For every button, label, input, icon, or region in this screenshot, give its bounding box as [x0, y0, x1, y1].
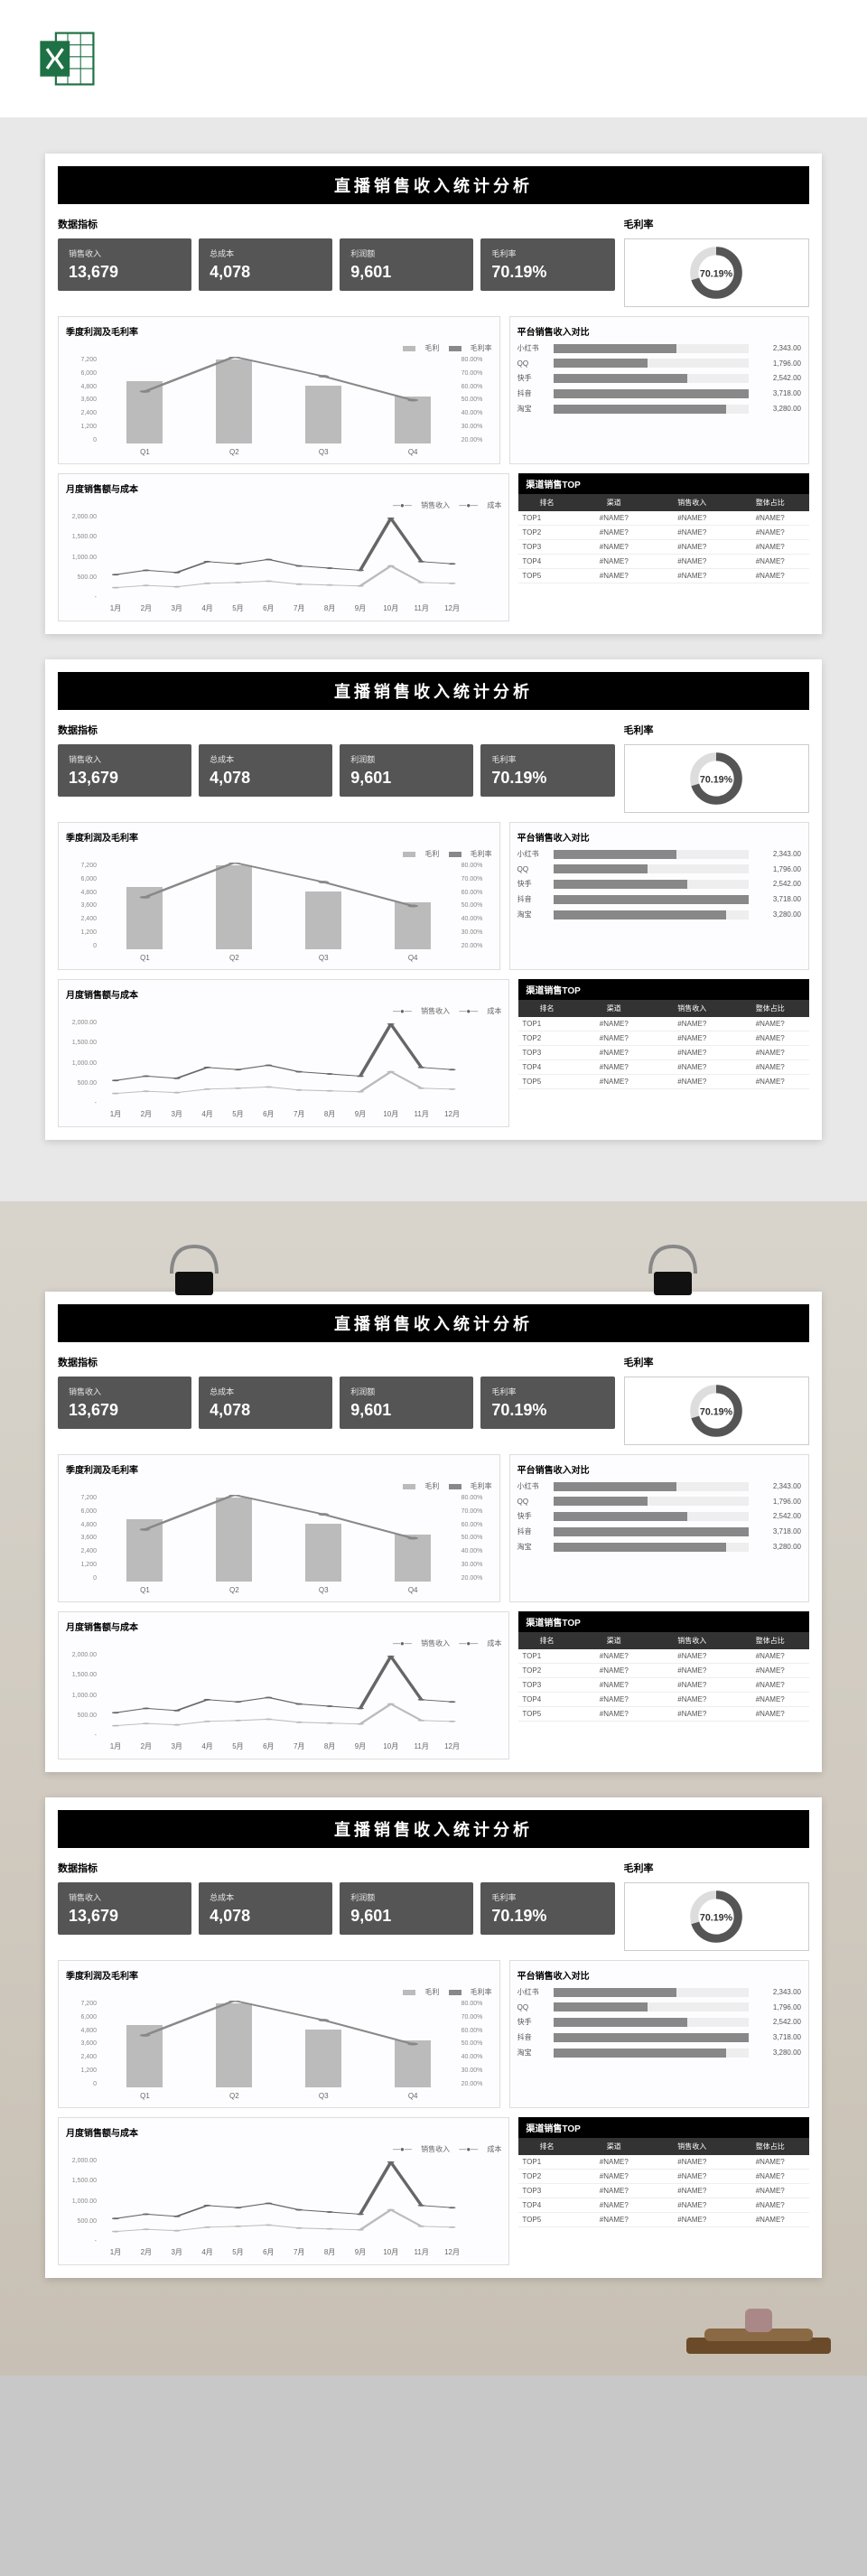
monthly-chart: 2,000.001,500.001,000.00500.00- 1月2月3月4月… — [66, 1020, 501, 1119]
hero-header — [0, 0, 867, 117]
combo-chart-panel: 季度利润及毛利率 毛利 毛利率 7,2006,0004,8003,6002,40… — [58, 1960, 500, 2108]
kpi-card: 利润额9,601 — [340, 744, 473, 797]
combo-legend: 毛利 毛利率 — [66, 343, 492, 353]
channel-panel: 渠道销售TOP 排名渠道销售收入整体占比 TOP1#NAME?#NAME?#NA… — [518, 2117, 809, 2265]
combo-legend: 毛利 毛利率 — [66, 1987, 492, 1997]
monthly-legend: —●— 销售收入 —●— 成本 — [66, 2144, 501, 2154]
binder-clip-icon — [163, 1237, 226, 1319]
kpi-card: 毛利率70.19% — [480, 744, 614, 797]
kpi-card: 销售收入13,679 — [58, 744, 191, 797]
kpi-cards: 销售收入13,679 总成本4,078 利润额9,601 毛利率70.19% — [58, 1882, 615, 1935]
dashboard-title: 直播销售收入统计分析 — [58, 1810, 809, 1848]
monthly-panel: 月度销售额与成本 —●— 销售收入 —●— 成本 2,000.001,500.0… — [58, 473, 509, 621]
monthly-chart: 2,000.001,500.001,000.00500.00- 1月2月3月4月… — [66, 514, 501, 613]
kpi-section-label: 数据指标 — [58, 213, 615, 235]
svg-text:70.19%: 70.19% — [700, 1913, 733, 1924]
channel-table: 排名渠道销售收入整体占比 TOP1#NAME?#NAME?#NAME?TOP2#… — [518, 1632, 809, 1722]
monthly-panel: 月度销售额与成本 —●— 销售收入 —●— 成本 2,000.001,500.0… — [58, 2117, 509, 2265]
gauge-chart: 70.19% — [624, 744, 810, 813]
dashboard-sheet: 直播销售收入统计分析 数据指标 销售收入13,679 总成本4,078 利润额9… — [45, 1797, 822, 2278]
dashboard-sheet: 直播销售收入统计分析 数据指标 销售收入13,679 总成本4,078 利润额9… — [45, 1292, 822, 1772]
combo-legend: 毛利 毛利率 — [66, 1481, 492, 1491]
kpi-card: 利润额9,601 — [340, 238, 473, 291]
gauge-chart: 70.19% — [624, 1882, 810, 1951]
kpi-card: 毛利率70.19% — [480, 238, 614, 291]
combo-chart: 7,2006,0004,8003,6002,4001,2000 80.00%70… — [66, 863, 492, 962]
platform-panel: 平台销售收入对比 小红书2,343.00QQ1,796.00快手2,542.00… — [509, 1454, 809, 1602]
channel-table: 排名渠道销售收入整体占比 TOP1#NAME?#NAME?#NAME?TOP2#… — [518, 2138, 809, 2227]
kpi-section-label: 数据指标 — [58, 1857, 615, 1879]
preview-zone-mockup: 直播销售收入统计分析 数据指标 销售收入13,679 总成本4,078 利润额9… — [0, 1201, 867, 2375]
kpi-card: 总成本4,078 — [199, 1882, 332, 1935]
combo-chart: 7,2006,0004,8003,6002,4001,2000 80.00%70… — [66, 2001, 492, 2100]
platform-panel: 平台销售收入对比 小红书2,343.00QQ1,796.00快手2,542.00… — [509, 822, 809, 970]
dashboard-title: 直播销售收入统计分析 — [58, 166, 809, 204]
gauge-chart: 70.19% — [624, 238, 810, 307]
kpi-card: 毛利率70.19% — [480, 1882, 614, 1935]
kpi-card: 利润额9,601 — [340, 1882, 473, 1935]
kpi-card: 总成本4,078 — [199, 1377, 332, 1429]
kpi-card: 利润额9,601 — [340, 1377, 473, 1429]
dashboard-title: 直播销售收入统计分析 — [58, 672, 809, 710]
combo-legend: 毛利 毛利率 — [66, 849, 492, 859]
preview-zone-flat: 直播销售收入统计分析 数据指标 销售收入13,679 总成本4,078 利润额9… — [0, 117, 867, 1201]
combo-chart-panel: 季度利润及毛利率 毛利 毛利率 7,2006,0004,8003,6002,40… — [58, 1454, 500, 1602]
platform-panel: 平台销售收入对比 小红书2,343.00QQ1,796.00快手2,542.00… — [509, 1960, 809, 2108]
channel-table: 排名渠道销售收入整体占比 TOP1#NAME?#NAME?#NAME?TOP2#… — [518, 494, 809, 583]
kpi-card: 销售收入13,679 — [58, 238, 191, 291]
kpi-cards: 销售收入13,679 总成本4,078 利润额9,601 毛利率70.19% — [58, 744, 615, 797]
monthly-legend: —●— 销售收入 —●— 成本 — [66, 500, 501, 510]
kpi-card: 总成本4,078 — [199, 744, 332, 797]
binder-clip-icon — [641, 1237, 704, 1319]
channel-table: 排名渠道销售收入整体占比 TOP1#NAME?#NAME?#NAME?TOP2#… — [518, 1000, 809, 1089]
rubber-stamp-icon — [686, 2303, 831, 2357]
svg-text:70.19%: 70.19% — [700, 775, 733, 786]
gauge-chart: 70.19% — [624, 1377, 810, 1445]
monthly-chart: 2,000.001,500.001,000.00500.00- 1月2月3月4月… — [66, 2158, 501, 2257]
svg-text:70.19%: 70.19% — [700, 1407, 733, 1418]
channel-panel: 渠道销售TOP 排名渠道销售收入整体占比 TOP1#NAME?#NAME?#NA… — [518, 979, 809, 1127]
monthly-legend: —●— 销售收入 —●— 成本 — [66, 1638, 501, 1648]
kpi-card: 销售收入13,679 — [58, 1882, 191, 1935]
combo-chart: 7,2006,0004,8003,6002,4001,2000 80.00%70… — [66, 1495, 492, 1594]
kpi-cards: 销售收入13,679 总成本4,078 利润额9,601 毛利率70.19% — [58, 1377, 615, 1429]
gauge-label: 毛利率 — [624, 1857, 810, 1879]
channel-panel: 渠道销售TOP 排名渠道销售收入整体占比 TOP1#NAME?#NAME?#NA… — [518, 473, 809, 621]
monthly-panel: 月度销售额与成本 —●— 销售收入 —●— 成本 2,000.001,500.0… — [58, 979, 509, 1127]
platform-panel: 平台销售收入对比 小红书2,343.00QQ1,796.00快手2,542.00… — [509, 316, 809, 464]
combo-chart: 7,2006,0004,8003,6002,4001,2000 80.00%70… — [66, 357, 492, 456]
combo-chart-panel: 季度利润及毛利率 毛利 毛利率 7,2006,0004,8003,6002,40… — [58, 822, 500, 970]
gauge-label: 毛利率 — [624, 1351, 810, 1373]
kpi-cards: 销售收入13,679 总成本4,078 利润额9,601 毛利率70.19% — [58, 238, 615, 291]
excel-icon — [36, 27, 99, 90]
svg-text:70.19%: 70.19% — [700, 269, 733, 280]
kpi-card: 总成本4,078 — [199, 238, 332, 291]
monthly-chart: 2,000.001,500.001,000.00500.00- 1月2月3月4月… — [66, 1652, 501, 1751]
kpi-section-label: 数据指标 — [58, 719, 615, 741]
kpi-card: 销售收入13,679 — [58, 1377, 191, 1429]
channel-panel: 渠道销售TOP 排名渠道销售收入整体占比 TOP1#NAME?#NAME?#NA… — [518, 1611, 809, 1759]
gauge-label: 毛利率 — [624, 213, 810, 235]
gauge-label: 毛利率 — [624, 719, 810, 741]
monthly-panel: 月度销售额与成本 —●— 销售收入 —●— 成本 2,000.001,500.0… — [58, 1611, 509, 1759]
dashboard-sheet: 直播销售收入统计分析 数据指标 销售收入13,679 总成本4,078 利润额9… — [45, 659, 822, 1140]
monthly-legend: —●— 销售收入 —●— 成本 — [66, 1006, 501, 1016]
dashboard-sheet: 直播销售收入统计分析 数据指标 销售收入13,679 总成本4,078 利润额9… — [45, 154, 822, 634]
kpi-section-label: 数据指标 — [58, 1351, 615, 1373]
combo-chart-panel: 季度利润及毛利率 毛利 毛利率 7,2006,0004,8003,6002,40… — [58, 316, 500, 464]
kpi-card: 毛利率70.19% — [480, 1377, 614, 1429]
